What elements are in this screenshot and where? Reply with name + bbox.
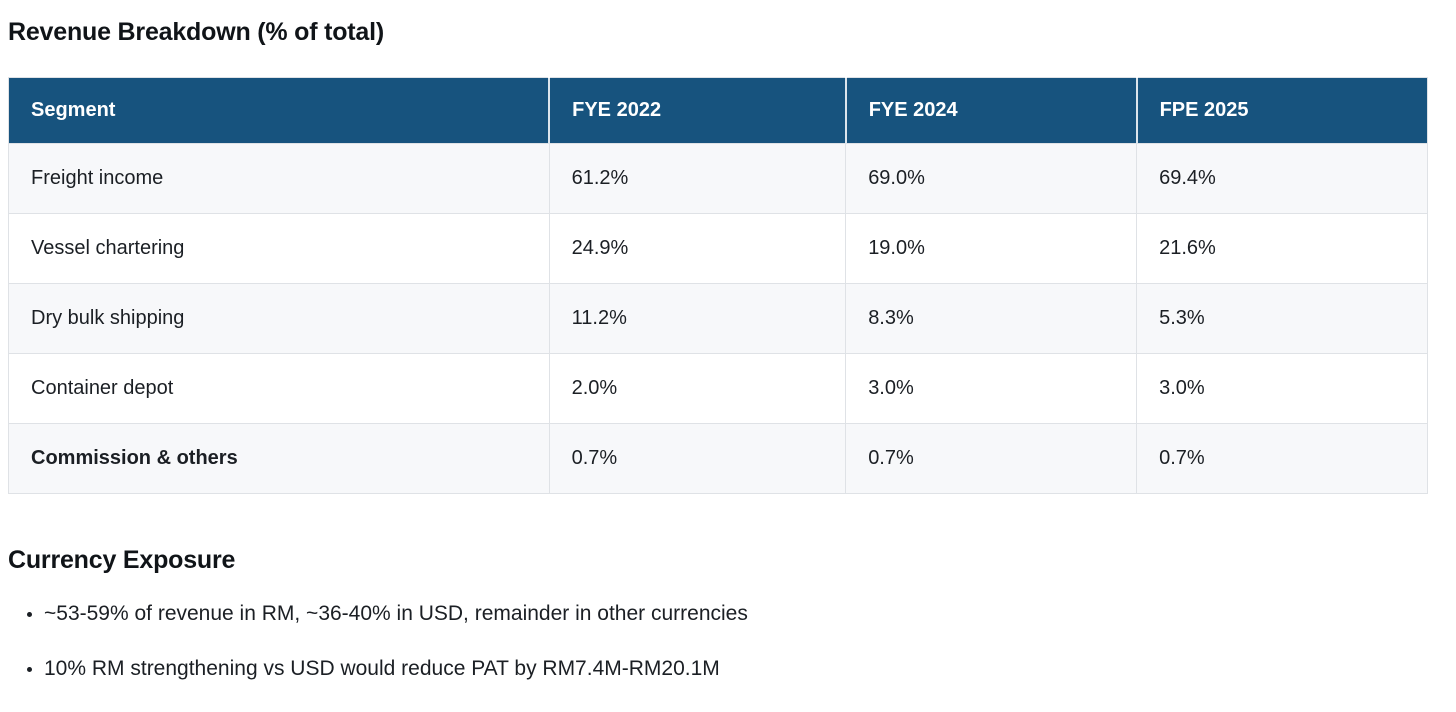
- document-page: Revenue Breakdown (% of total) Segment F…: [0, 0, 1456, 683]
- segment-cell: Commission & others: [8, 423, 550, 494]
- segment-cell: Container depot: [8, 353, 550, 424]
- currency-bullet-list: ~53-59% of revenue in RM, ~36-40% in USD…: [8, 601, 1428, 683]
- value-cell: 0.7%: [845, 423, 1138, 494]
- segment-cell: Dry bulk shipping: [8, 283, 550, 354]
- page-title: Revenue Breakdown (% of total): [8, 18, 384, 46]
- value-cell: 3.0%: [1136, 353, 1428, 424]
- column-header-fpe2025: FPE 2025: [1135, 77, 1428, 144]
- table-row: Dry bulk shipping 11.2% 8.3% 5.3%: [8, 283, 1428, 354]
- value-cell: 8.3%: [845, 283, 1138, 354]
- revenue-breakdown-table: Segment FYE 2022 FYE 2024 FPE 2025 Freig…: [8, 77, 1428, 494]
- value-cell: 61.2%: [548, 143, 847, 214]
- value-cell: 3.0%: [845, 353, 1138, 424]
- value-cell: 11.2%: [548, 283, 847, 354]
- segment-cell: Vessel chartering: [8, 213, 550, 284]
- table-row: Vessel chartering 24.9% 19.0% 21.6%: [8, 213, 1428, 284]
- table-row: Container depot 2.0% 3.0% 3.0%: [8, 353, 1428, 424]
- value-cell: 24.9%: [548, 213, 847, 284]
- value-cell: 5.3%: [1136, 283, 1428, 354]
- value-cell: 21.6%: [1136, 213, 1428, 284]
- bullet-item: 10% RM strengthening vs USD would reduce…: [44, 656, 1428, 682]
- value-cell: 0.7%: [1136, 423, 1428, 494]
- table-row: Commission & others 0.7% 0.7% 0.7%: [8, 423, 1428, 494]
- value-cell: 69.0%: [845, 143, 1138, 214]
- bullet-item: ~53-59% of revenue in RM, ~36-40% in USD…: [44, 601, 1428, 627]
- table-row: Freight income 61.2% 69.0% 69.4%: [8, 143, 1428, 214]
- value-cell: 69.4%: [1136, 143, 1428, 214]
- value-cell: 0.7%: [548, 423, 847, 494]
- value-cell: 19.0%: [845, 213, 1138, 284]
- column-header-segment: Segment: [8, 77, 550, 144]
- value-cell: 2.0%: [548, 353, 847, 424]
- currency-exposure-heading: Currency Exposure: [8, 546, 236, 574]
- column-header-fye2024: FYE 2024: [844, 77, 1137, 144]
- segment-cell: Freight income: [8, 143, 550, 214]
- table-header-row: Segment FYE 2022 FYE 2024 FPE 2025: [8, 77, 1428, 144]
- column-header-fye2022: FYE 2022: [548, 77, 846, 144]
